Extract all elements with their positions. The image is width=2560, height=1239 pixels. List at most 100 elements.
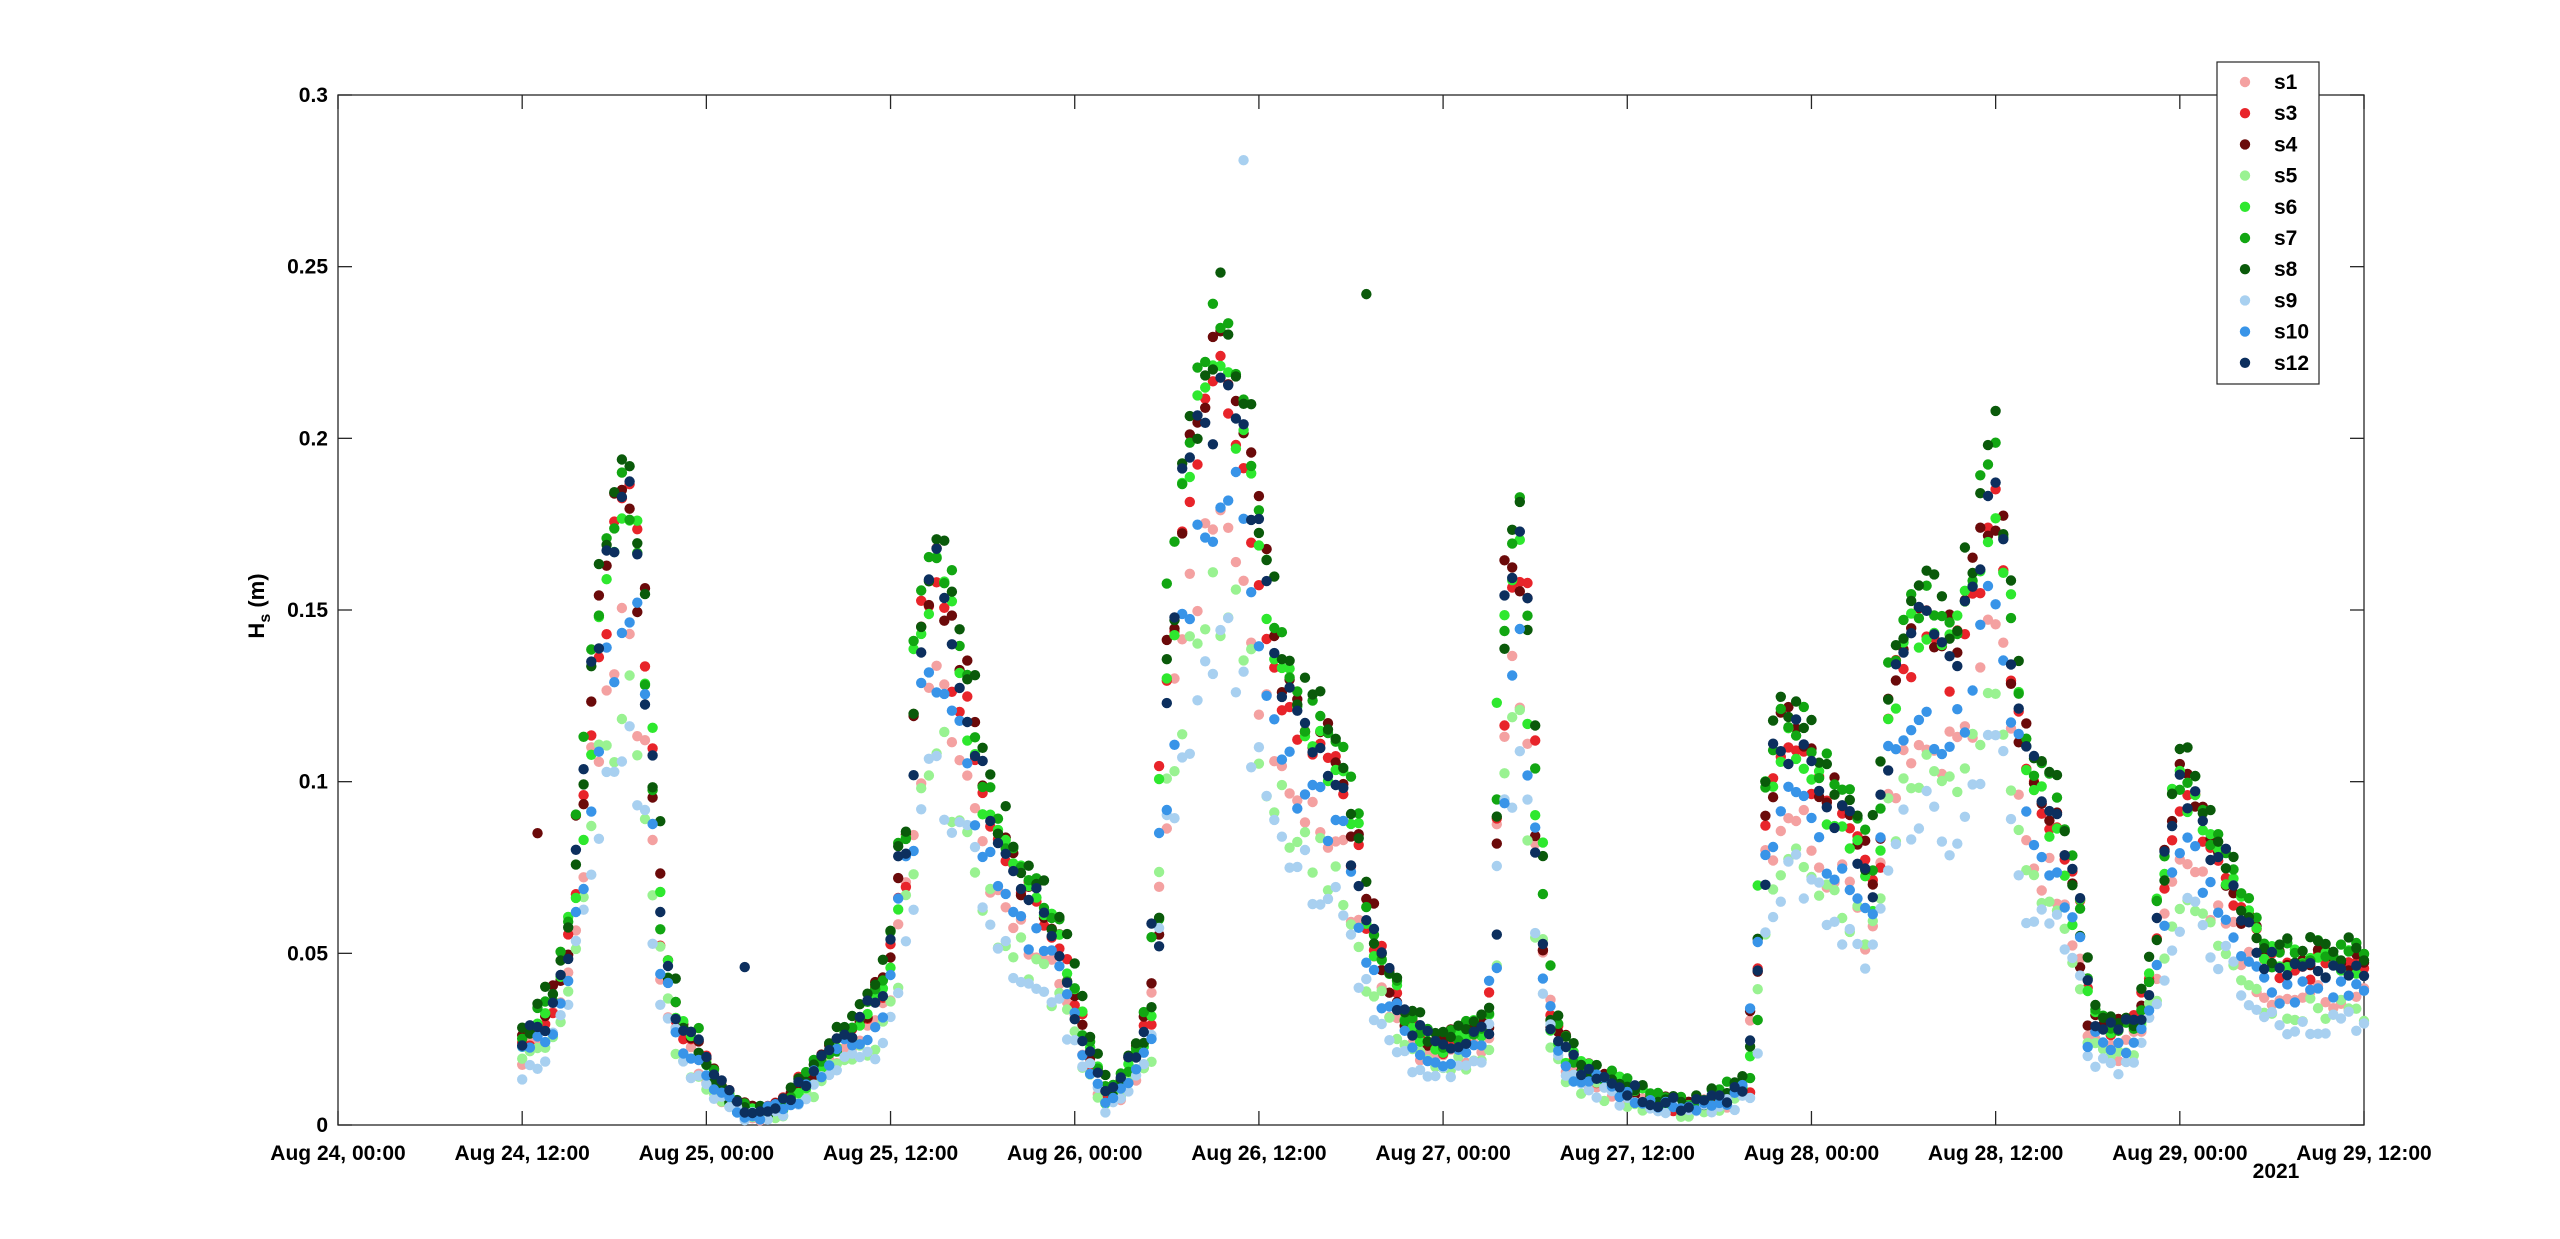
data-point-s6 [977,809,988,820]
data-point-s12 [708,1069,720,1080]
data-point-s9 [601,766,612,778]
data-point-s10 [1522,770,1533,781]
data-point-s9 [985,919,996,930]
data-point-s5 [1008,952,1019,963]
data-point-s10 [2220,914,2232,925]
data-point-s7 [1138,1006,1150,1018]
data-point-s8 [908,708,919,719]
data-point-s12 [1806,755,1817,767]
x-tick-label: Aug 25, 00:00 [639,1142,774,1165]
data-point-s3 [1522,577,1533,589]
data-point-s12 [1468,1026,1480,1038]
data-point-s6 [1169,630,1180,641]
data-point-s9 [1246,762,1257,773]
data-point-s12 [1767,738,1779,749]
data-point-s8 [1269,571,1280,582]
data-point-s7 [639,679,651,691]
data-point-s12 [1936,637,1948,648]
data-point-s9 [1967,779,1978,790]
data-point-s7 [1936,610,1948,622]
data-point-s7 [2051,792,2063,803]
data-point-s12 [754,1106,766,1117]
legend-marker-s4 [2239,139,2251,150]
data-point-s10 [977,851,988,863]
data-point-s12 [1069,1014,1080,1025]
data-point-s7 [847,1022,858,1033]
data-point-s8 [563,922,574,933]
data-point-s1 [1982,614,1994,625]
x-tick-label: Aug 24, 12:00 [454,1142,589,1165]
data-point-s10 [1952,704,1963,715]
data-point-s8 [1491,811,1503,822]
data-point-s12 [1714,1090,1725,1101]
data-point-s10 [1545,1001,1556,1012]
data-point-s5 [1514,704,1526,716]
data-point-s1 [639,735,651,746]
data-point-s7 [1292,686,1303,697]
data-point-s12 [632,549,643,560]
data-point-s10 [1430,1057,1441,1068]
data-point-s5 [1015,932,1027,943]
data-point-s12 [731,1096,743,1107]
data-point-s12 [1138,1026,1150,1038]
data-point-s8 [870,979,881,990]
data-point-s8 [1437,1026,1449,1038]
legend-marker-s5 [2239,170,2251,181]
data-point-s12 [1921,605,1932,616]
data-point-s9 [1760,927,1771,938]
data-point-s8 [1737,1071,1748,1082]
data-point-s12 [1115,1072,1127,1083]
data-point-s1 [939,679,950,690]
data-point-s10 [678,1048,689,1059]
data-point-s7 [655,924,666,935]
data-point-s12 [992,837,1004,849]
data-point-s10 [2113,1037,2124,1049]
data-point-s5 [578,891,589,903]
data-point-s10 [824,1060,835,1071]
data-point-s8 [1207,364,1219,375]
data-point-s6 [1414,1036,1426,1048]
data-point-s9 [1100,1107,1111,1118]
data-point-s9 [1292,861,1303,873]
data-point-s10 [1322,835,1334,847]
data-point-s8 [954,624,965,635]
data-point-s12 [1276,691,1288,703]
data-point-s8 [1345,808,1357,820]
data-point-s9 [1261,790,1272,802]
data-point-s12 [916,647,927,658]
data-point-s6 [1959,585,1971,596]
data-point-s5 [1936,775,1948,787]
data-point-s9 [2074,970,2086,981]
data-point-s3 [1898,663,1909,675]
data-point-s6 [1253,540,1265,551]
data-point-s5 [1921,749,1932,760]
data-point-s9 [1169,813,1180,824]
data-point-s7 [1207,298,1219,309]
data-point-s9 [762,1114,773,1125]
data-point-s12 [1146,918,1157,929]
data-point-s7 [1837,784,1848,795]
data-point-s3 [639,661,651,672]
data-point-s12 [1161,697,1173,709]
data-point-s5 [616,713,628,725]
data-point-s10 [870,1021,881,1033]
legend-marker-s8 [2239,264,2251,275]
data-point-s9 [992,943,1004,954]
data-point-s10 [1867,909,1879,920]
data-point-s9 [1138,1059,1150,1070]
data-point-s7 [1537,888,1549,900]
data-point-s9 [2021,917,2032,929]
data-point-s10 [1368,964,1380,976]
data-point-s7 [1652,1087,1664,1099]
data-point-s12 [1975,564,1986,575]
data-point-s12 [1031,883,1042,894]
x-tick-label: Aug 25, 12:00 [823,1142,958,1165]
data-point-s12 [1629,1080,1641,1091]
data-point-s3 [2166,835,2178,846]
data-point-s12 [1906,628,1917,639]
data-point-s4 [1491,838,1503,849]
data-point-s12 [1706,1090,1717,1101]
legend-marker-s10 [2239,326,2251,337]
data-point-s10 [2236,951,2247,962]
